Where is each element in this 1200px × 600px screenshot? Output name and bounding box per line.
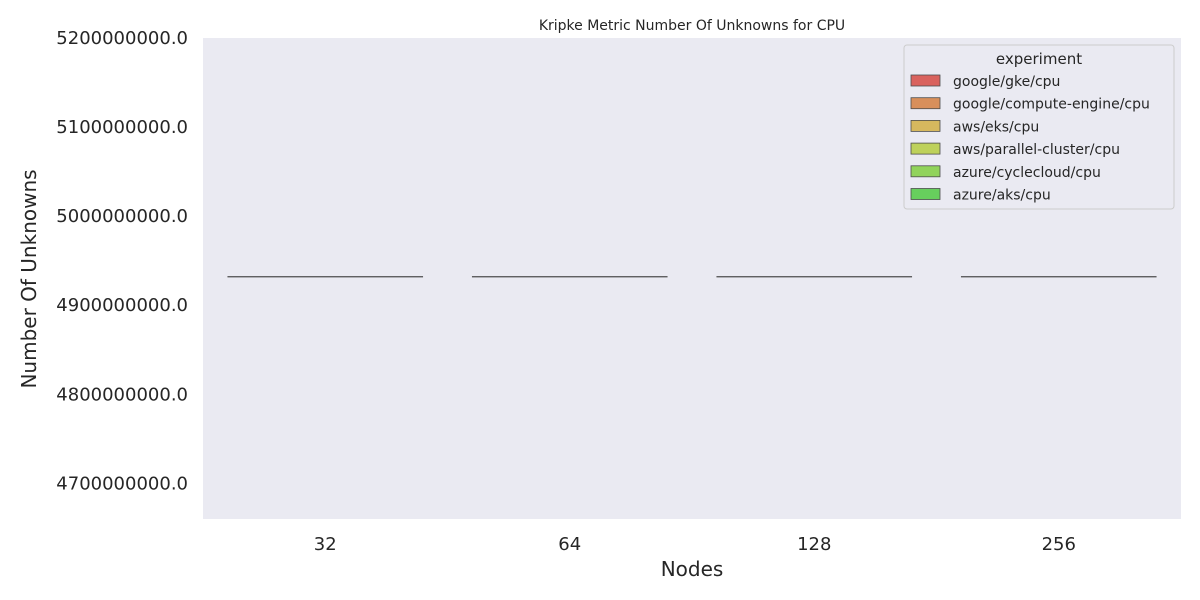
y-tick-label: 4800000000.0 — [56, 384, 188, 405]
x-tick-label: 64 — [558, 534, 581, 555]
legend-swatch — [910, 165, 941, 178]
legend: experiment google/gke/cpu google/compute-… — [903, 44, 1175, 210]
legend-swatch — [910, 188, 941, 200]
y-tick-label: 5100000000.0 — [56, 117, 188, 138]
y-tick-label: 5000000000.0 — [56, 206, 188, 227]
x-tick-label: 32 — [314, 534, 337, 555]
legend-title: experiment — [996, 50, 1082, 68]
x-tick-labels: 32 64 128 256 — [314, 534, 1076, 555]
legend-label: google/compute-engine/cpu — [953, 97, 1150, 113]
legend-entries: google/gke/cpu google/compute-engine/cpu a… — [910, 74, 1150, 204]
legend-label: aws/parallel-cluster/cpu — [953, 142, 1120, 158]
legend-label: google/gke/cpu — [953, 74, 1060, 90]
y-tick-labels: 4700000000.0 4800000000.0 4900000000.0 5000… — [56, 28, 188, 494]
y-axis-label: Number Of Unknowns — [17, 169, 41, 388]
chart-title: Kripke Metric Number Of Unknowns for CPU — [539, 18, 845, 34]
x-axis-label: Nodes — [661, 557, 724, 581]
legend-swatch — [910, 74, 941, 87]
y-tick-label: 4900000000.0 — [56, 295, 188, 316]
legend-label: azure/aks/cpu — [953, 188, 1051, 204]
legend-swatch — [910, 142, 941, 155]
y-tick-label: 5200000000.0 — [56, 28, 188, 49]
legend-swatch — [910, 120, 941, 132]
x-tick-label: 256 — [1042, 534, 1076, 555]
legend-swatch — [910, 97, 941, 110]
y-tick-label: 4700000000.0 — [56, 473, 188, 494]
legend-frame — [903, 44, 1175, 210]
legend-label: aws/eks/cpu — [953, 119, 1039, 135]
x-tick-label: 128 — [797, 534, 831, 555]
legend-label: azure/cyclecloud/cpu — [953, 165, 1101, 181]
